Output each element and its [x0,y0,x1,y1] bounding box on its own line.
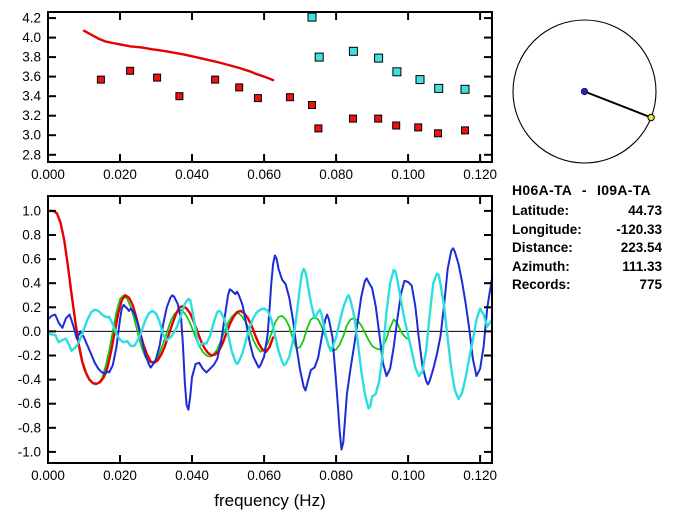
x-tick-label: 0.000 [31,167,65,182]
data-point-marker [392,67,402,77]
azimuth-label: Azimuth: [512,258,570,274]
info-row-records: Records: 775 [512,276,662,295]
latitude-label: Latitude: [512,203,569,218]
x-tick-label: 0.060 [247,468,281,483]
y-tick-label: 3.6 [22,69,41,84]
station-info-panel: H06A-TA - I09A-TA Latitude: 44.73 Longit… [512,182,662,295]
y-tick-label: 1.0 [22,203,41,218]
data-point-marker [392,121,401,130]
data-point-marker [460,84,470,94]
x-tick-label: 0.080 [319,167,353,182]
y-tick-label: -1.0 [18,444,41,459]
dispersion-axis-box [47,11,493,163]
info-row-distance: Distance: 223.54 [512,239,662,258]
data-point-marker [175,92,184,101]
correlation-axis-box [47,195,493,464]
azimuth-endpoint-dot [647,113,655,122]
longitude-value: -120.33 [616,221,662,237]
data-point-marker [235,83,244,92]
latitude-value: 44.73 [628,203,662,218]
y-tick-label: 4.0 [22,30,41,45]
cyan-squares [307,12,470,94]
info-row-longitude: Longitude: -120.33 [512,221,662,240]
x-tick-label: 0.100 [391,167,425,182]
info-row-latitude: Latitude: 44.73 [512,202,662,221]
data-point-marker [461,126,469,135]
records-label: Records: [512,277,571,292]
data-point-marker [374,114,383,123]
y-tick-label: -0.2 [18,348,41,363]
correlation-chart: 0.000 0.020 0.040 0.060 0.080 0.100 0.120 -1.0 -… [18,195,497,510]
dispersion-chart: 0.000 0.020 0.040 0.060 0.080 0.100 0.120 2.8 3.… [22,11,497,182]
green-curve [68,282,408,386]
dispersion-axes-ticks: 0.000 0.020 0.040 0.060 0.080 0.100 0.120 2.8 3.… [22,11,497,182]
red-line [82,29,275,82]
data-point-marker [96,75,105,84]
cyan-curve [48,267,492,410]
azimuth-circle [512,19,657,164]
x-tick-label: 0.040 [175,167,209,182]
x-tick-label: 0.080 [319,468,353,483]
y-tick-label: 3.0 [22,128,41,143]
data-point-marker [349,114,357,123]
y-tick-label: 0.6 [22,252,41,267]
azimuth-value: 111.33 [622,258,662,274]
data-point-marker [286,93,294,102]
red-squares [96,66,469,138]
y-tick-label: 0.0 [22,324,41,339]
y-tick-label: 3.8 [22,50,41,65]
blue-curve [48,247,492,451]
station-pair-title: H06A-TA - I09A-TA [512,182,651,198]
y-tick-label: 3.2 [22,108,41,123]
y-tick-label: 0.8 [22,228,41,243]
data-point-marker [314,124,323,133]
data-point-marker [415,75,425,85]
x-axis-title: frequency (Hz) [214,491,325,510]
y-tick-label: -0.6 [18,396,41,411]
x-tick-label: 0.040 [175,468,209,483]
data-point-marker [348,46,358,56]
y-tick-label: 2.8 [22,147,41,162]
data-point-marker [126,66,135,75]
correlation-axes-ticks: 0.000 0.020 0.040 0.060 0.080 0.100 0.120 -1.0 -… [18,196,497,483]
longitude-label: Longitude: [512,221,582,237]
y-tick-label: 4.2 [22,11,41,26]
azimuth-diagram [512,19,657,164]
x-tick-label: 0.120 [463,468,497,483]
x-tick-label: 0.020 [103,167,137,182]
x-tick-label: 0.020 [103,468,137,483]
y-tick-label: 3.4 [22,89,41,104]
records-value: 775 [639,277,662,292]
data-point-marker [414,123,423,132]
x-tick-label: 0.100 [391,468,425,483]
data-point-marker [307,12,317,22]
data-point-marker [211,75,220,84]
y-tick-label: 0.4 [22,276,41,291]
x-tick-label: 0.120 [463,167,497,182]
data-point-marker [434,83,444,93]
data-point-marker [434,129,442,138]
y-tick-label: -0.8 [18,420,41,435]
x-tick-label: 0.000 [31,468,65,483]
data-point-marker [153,73,162,82]
distance-value: 223.54 [620,240,662,255]
data-point-marker [314,52,324,62]
data-point-marker [308,101,316,109]
azimuth-line [584,90,652,119]
data-point-marker [374,53,384,63]
distance-label: Distance: [512,240,573,255]
data-point-marker [253,94,262,103]
info-row-azimuth: Azimuth: 111.33 [512,258,662,277]
y-tick-label: 0.2 [22,300,41,315]
y-tick-label: -0.4 [18,372,42,387]
station-center-dot [580,87,589,96]
x-tick-label: 0.060 [247,167,281,182]
red-curve [48,209,275,385]
